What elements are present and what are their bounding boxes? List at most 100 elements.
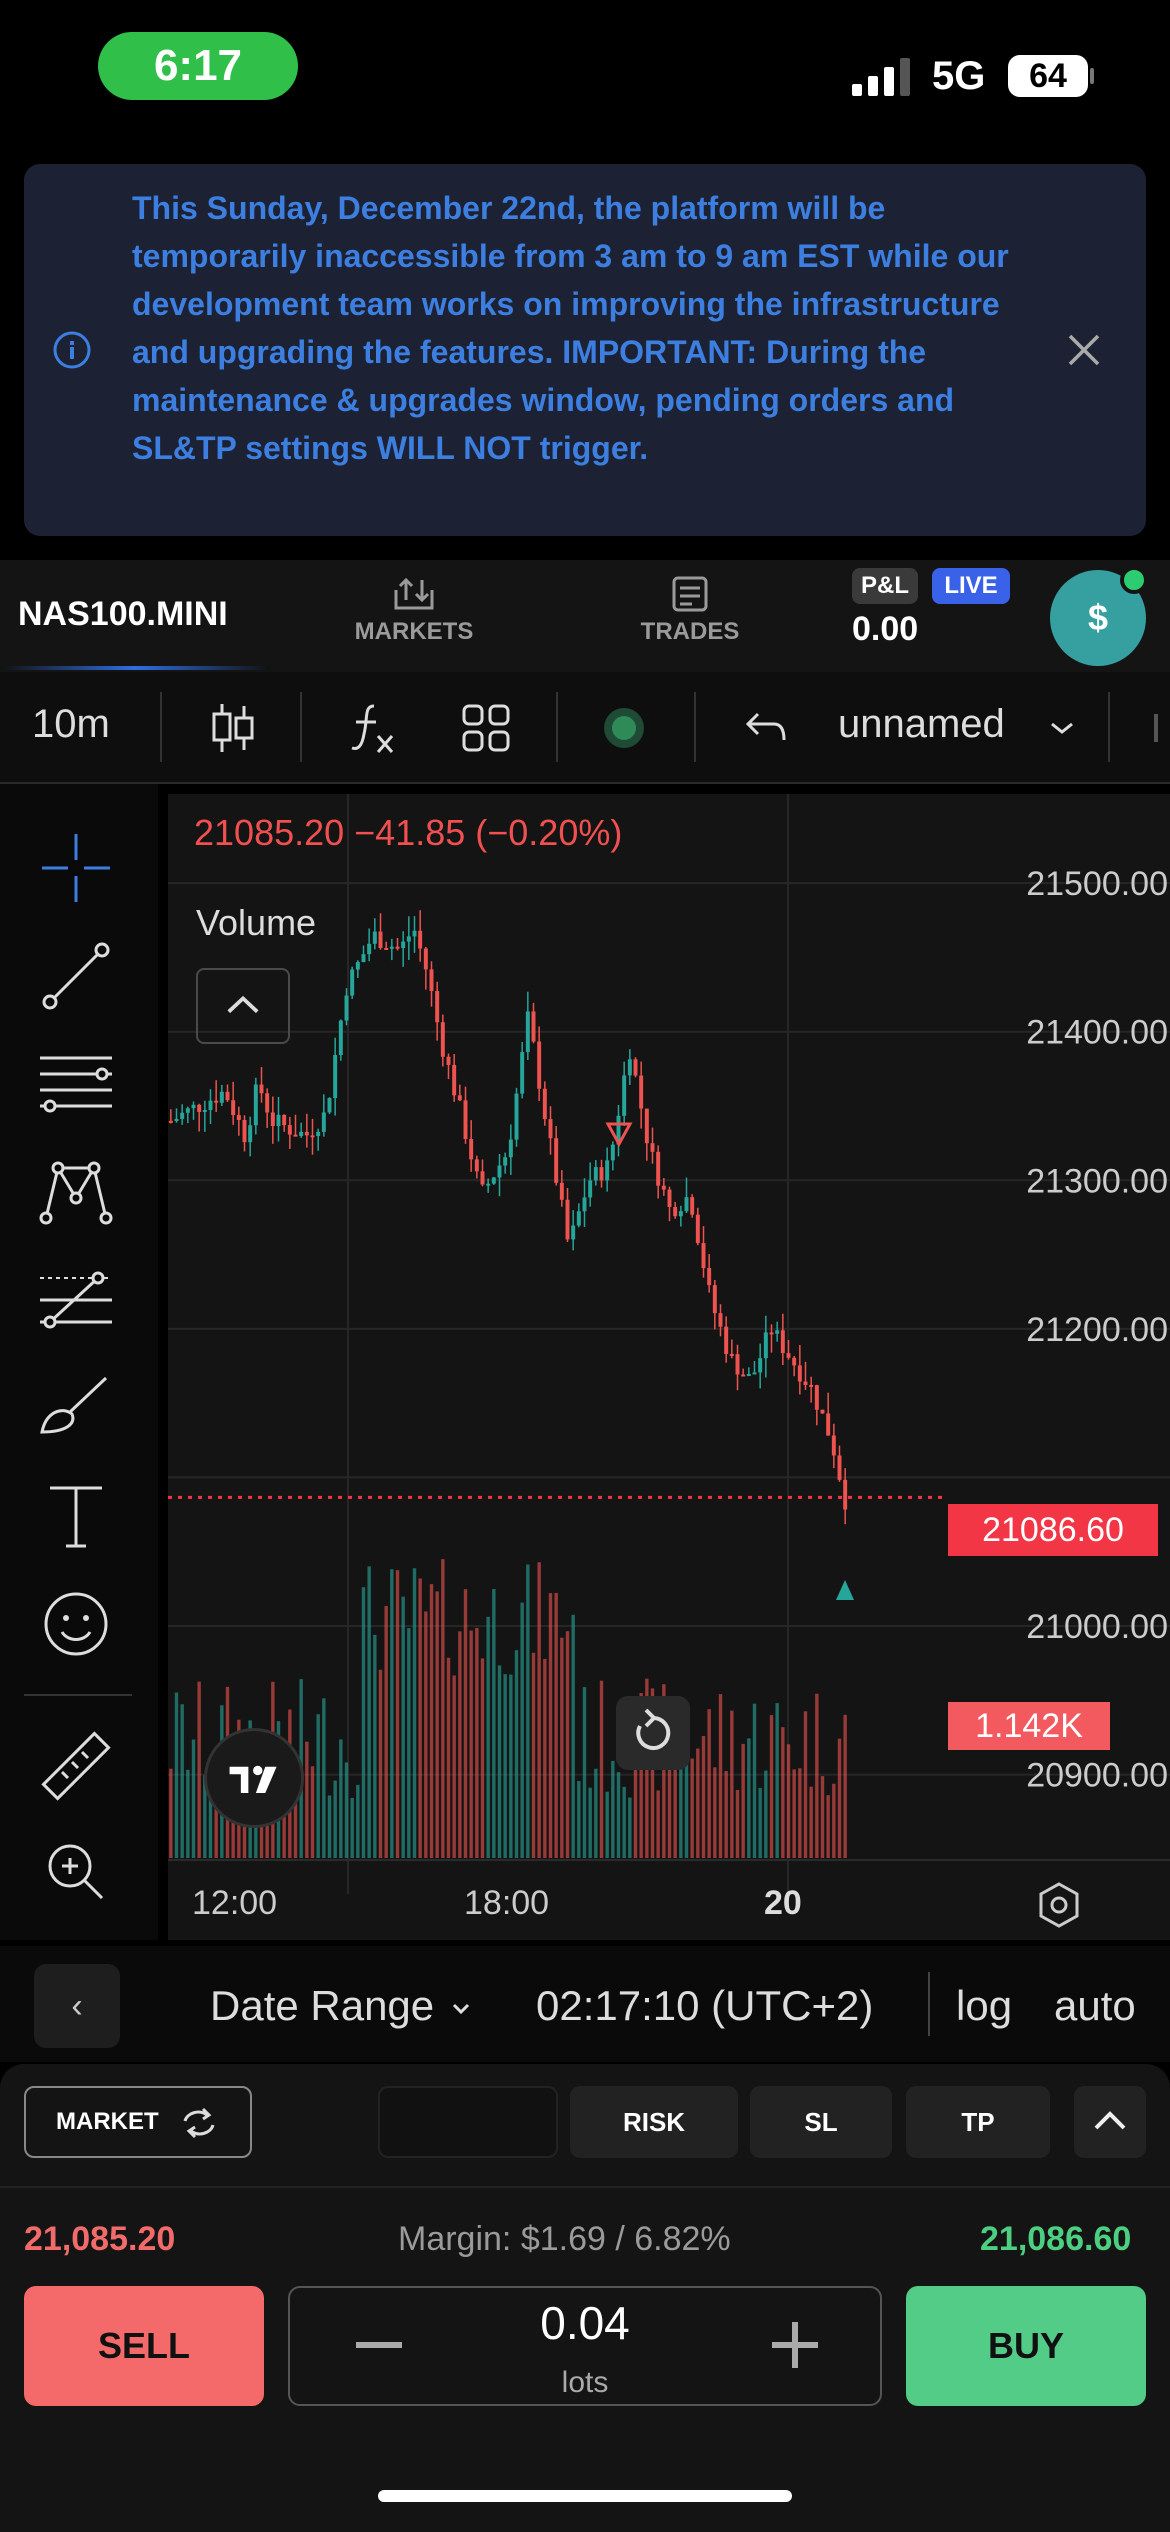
candle-body xyxy=(548,1119,553,1139)
brush-icon[interactable] xyxy=(36,1368,116,1448)
volume-bar xyxy=(679,1734,683,1858)
symbol-tab[interactable]: NAS100.MINI xyxy=(18,595,228,633)
candle-body xyxy=(361,954,366,963)
volume-bar xyxy=(441,1559,445,1858)
chart-area[interactable]: 20900.00 21000.00 21200.00 21300.00 21400.00… xyxy=(168,794,1170,1940)
text-tool-icon[interactable] xyxy=(36,1476,116,1556)
emoji-icon[interactable] xyxy=(36,1584,116,1664)
volume-bar xyxy=(412,1568,417,1858)
candle-body xyxy=(202,1110,207,1113)
toolbar-divider xyxy=(694,692,696,762)
candle-body xyxy=(491,1177,496,1184)
volume-bar xyxy=(543,1658,547,1858)
indicators-icon[interactable] xyxy=(342,698,402,758)
volume-bar xyxy=(792,1769,796,1858)
trend-line-icon[interactable] xyxy=(36,936,116,1016)
lot-size-value[interactable]: 0.04 xyxy=(540,2297,630,2349)
interval-selector[interactable]: 10m xyxy=(32,702,110,746)
notice-text: This Sunday, December 22nd, the platform… xyxy=(132,190,1009,466)
collapse-panel-button[interactable]: ‹ xyxy=(34,1964,120,2048)
tradingview-logo[interactable] xyxy=(204,1728,304,1828)
take-profit-button[interactable]: TP xyxy=(906,2086,1050,2158)
price-chart[interactable]: 20900.00 21000.00 21200.00 21300.00 21400.00… xyxy=(168,794,1170,1940)
tab-trades[interactable]: TRADES xyxy=(610,576,770,646)
candle-body xyxy=(401,941,406,948)
lot-size-stepper: 0.04 lots xyxy=(288,2286,882,2406)
fib-retracement-icon[interactable] xyxy=(36,1044,116,1124)
more-tools-icon[interactable] xyxy=(1136,698,1170,758)
volume-bar xyxy=(480,1658,485,1858)
layout-name[interactable]: unnamed xyxy=(838,702,1005,746)
order-type-label: MARKET xyxy=(56,2108,159,2135)
volume-bar xyxy=(769,1715,774,1858)
volume-bar xyxy=(531,1652,536,1858)
pattern-icon[interactable] xyxy=(36,1152,116,1232)
price-input[interactable] xyxy=(378,2086,558,2158)
candle-body xyxy=(418,930,423,949)
candle-body xyxy=(316,1131,321,1137)
volume-bar xyxy=(469,1630,473,1858)
candle-body xyxy=(650,1143,655,1152)
candle-body xyxy=(599,1167,604,1181)
candle-body xyxy=(763,1332,768,1359)
candle-body xyxy=(214,1100,219,1103)
price-axis-label: 21200.00 xyxy=(1026,1311,1168,1349)
candle-body xyxy=(809,1384,814,1387)
volume-bar xyxy=(837,1738,842,1858)
online-status-dot xyxy=(1120,566,1148,594)
chart-settings-icon[interactable] xyxy=(1034,1880,1084,1930)
volume-bar xyxy=(514,1650,519,1858)
sell-button[interactable]: SELL xyxy=(24,2286,264,2406)
order-type-button[interactable]: MARKET xyxy=(24,2086,252,2158)
candle-body xyxy=(525,1011,530,1053)
buy-button[interactable]: BUY xyxy=(906,2286,1146,2406)
candle-body xyxy=(270,1112,275,1127)
crosshair-icon[interactable] xyxy=(36,828,116,908)
volume-bar xyxy=(554,1592,558,1858)
alert-status-icon[interactable] xyxy=(594,698,654,758)
volume-bar xyxy=(174,1692,179,1858)
pnl-badge: P&L xyxy=(852,568,918,604)
tab-markets[interactable]: MARKETS xyxy=(334,576,494,646)
volume-bar xyxy=(327,1795,332,1858)
reset-chart-icon[interactable] xyxy=(616,1696,690,1770)
candle-body xyxy=(378,931,383,948)
volume-bar xyxy=(350,1797,354,1858)
decrease-lot-button[interactable] xyxy=(356,2342,402,2348)
risk-button[interactable]: RISK xyxy=(570,2086,738,2158)
close-icon[interactable] xyxy=(1064,330,1104,370)
chevron-up-icon[interactable] xyxy=(1074,2086,1146,2158)
volume-bar xyxy=(639,1693,643,1858)
volume-tag: 1.142K xyxy=(948,1702,1110,1750)
layouts-grid-icon[interactable] xyxy=(456,698,516,758)
volume-bar xyxy=(344,1762,349,1858)
zoom-in-icon[interactable] xyxy=(36,1832,116,1912)
candle-body xyxy=(792,1357,797,1366)
volume-bar xyxy=(180,1704,184,1858)
volume-bar xyxy=(537,1562,541,1858)
stop-loss-button[interactable]: SL xyxy=(750,2086,892,2158)
candle-body xyxy=(695,1214,700,1244)
log-scale-toggle[interactable]: log xyxy=(956,1982,1013,2029)
date-range-selector[interactable]: Date Range xyxy=(210,1982,476,2030)
auto-scale-toggle[interactable]: auto xyxy=(1054,1982,1136,2029)
candle-body xyxy=(389,946,394,949)
chart-clock[interactable]: 02:17:10 (UTC+2) xyxy=(536,1982,874,2029)
forecast-icon[interactable] xyxy=(36,1260,116,1340)
increase-lot-button[interactable] xyxy=(792,2322,798,2368)
undo-icon[interactable] xyxy=(734,698,794,758)
chevron-down-icon[interactable] xyxy=(1032,698,1092,758)
candle-body xyxy=(843,1479,848,1510)
candle-body xyxy=(752,1372,757,1375)
volume-bar xyxy=(775,1703,779,1858)
candle-body xyxy=(559,1182,564,1200)
top-nav: NAS100.MINI MARKETS TRADES P&L LIVE 0.00… xyxy=(0,560,1170,672)
ruler-icon[interactable] xyxy=(36,1726,116,1806)
time-axis-label: 18:00 xyxy=(464,1884,550,1922)
collapse-indicator-button[interactable] xyxy=(196,968,290,1044)
candle-body xyxy=(208,1100,213,1111)
order-divider xyxy=(0,2186,1170,2188)
volume-bar xyxy=(718,1694,723,1858)
candlestick-icon[interactable] xyxy=(202,698,262,758)
candle-body xyxy=(531,1011,536,1042)
